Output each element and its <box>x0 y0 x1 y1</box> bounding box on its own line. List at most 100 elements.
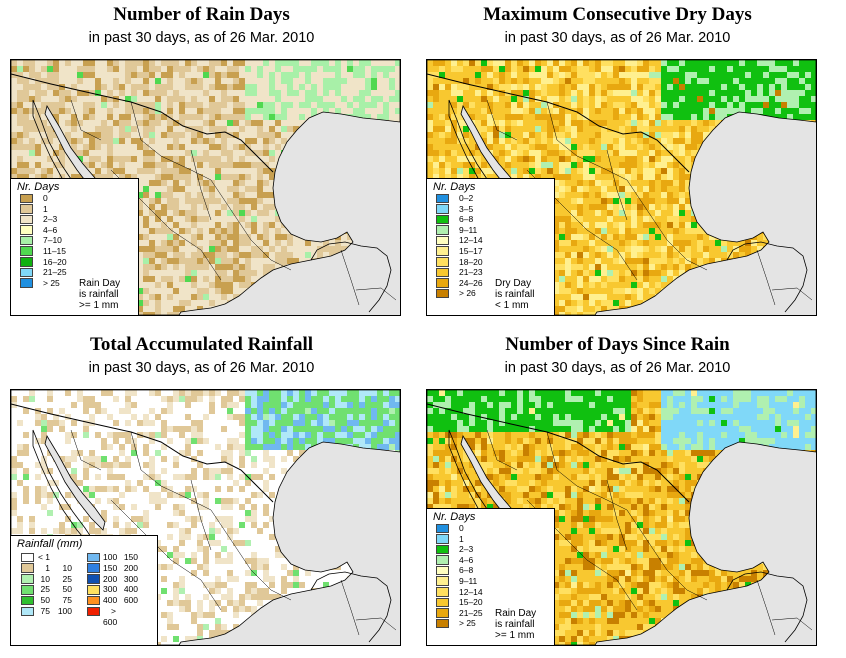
legend-swatch <box>436 235 449 246</box>
legend-note: Rain Day is rainfall >= 1 mm <box>495 608 537 641</box>
legend-item: 200 300 <box>87 574 157 585</box>
legend-label: 2–3 <box>459 544 474 555</box>
legend-label: 24–26 <box>459 277 483 288</box>
legend-item: 15–17 <box>427 246 554 257</box>
legend-note: Dry Day is rainfall < 1 mm <box>495 278 535 311</box>
legend-swatch <box>87 574 100 584</box>
legend-item: > 25 <box>11 278 138 289</box>
state-border <box>576 485 628 511</box>
panel-title: Number of Days Since Rain <box>505 334 730 355</box>
legend-swatch <box>21 584 34 595</box>
panel-title: Number of Rain Days <box>113 4 290 25</box>
legend-swatch <box>20 204 33 214</box>
legend-label: 6–8 <box>459 565 474 576</box>
state-border <box>110 499 172 561</box>
legend-swatch <box>436 246 449 257</box>
gulf-of-california <box>44 434 106 531</box>
legend-swatch <box>436 193 449 204</box>
legend-label: 7–10 <box>43 235 62 246</box>
legend-label: 1 <box>459 533 464 544</box>
legend-item: 300 400 <box>87 584 157 595</box>
legend: Nr. Days 0–2 3–5 6–8 9–11 12–14 15–17 18–20 21–… <box>427 178 555 315</box>
legend-swatch <box>20 246 33 257</box>
legend-swatch <box>436 555 449 565</box>
map-canvas <box>11 60 400 315</box>
state-border <box>756 579 776 636</box>
legend-label: 0–2 <box>459 193 474 203</box>
state-border <box>190 479 212 551</box>
legend-range-low: 50 <box>40 595 50 606</box>
legend-item: 7–10 <box>11 235 138 246</box>
state-border <box>586 229 638 281</box>
state-border <box>160 155 212 181</box>
legend-item: 1 <box>427 534 554 545</box>
map-total-rainfall: Rainfall (mm) < 1 1 10 10 25 25 50 50 75 75 100 10… <box>10 389 401 646</box>
panel-subtitle: in past 30 days, as of 26 Mar. 2010 <box>504 30 731 46</box>
legend-label: 12–14 <box>459 586 483 597</box>
legend-range-high: 600 <box>123 595 138 606</box>
legend-item: 1 10 <box>21 563 91 574</box>
legend-swatch <box>436 225 449 235</box>
legend-swatch <box>87 563 100 573</box>
legend-range-low: 10 <box>40 573 50 584</box>
legend-item: 0 <box>11 193 138 204</box>
state-border <box>70 99 102 141</box>
legend-item: 9–11 <box>427 576 554 587</box>
state-border <box>340 579 360 636</box>
legend-range-low: < 1 <box>37 552 50 562</box>
legend-swatch <box>21 563 34 573</box>
legend-item: 4–6 <box>427 555 554 566</box>
legend-item: 10 25 <box>21 574 91 585</box>
state-border <box>486 429 518 471</box>
state-border <box>606 149 628 221</box>
legend-swatch <box>21 595 34 606</box>
legend-swatch <box>436 257 449 267</box>
panel-days-since-rain: Number of Days Since Rain in past 30 day… <box>416 330 819 648</box>
legend-item: 21–25 <box>11 267 138 278</box>
map-days-since-rain: Nr. Days 0 1 2–3 4–6 6–8 9–11 12–14 15–20 21–25 >… <box>426 389 817 646</box>
legend-item: 6–8 <box>427 565 554 576</box>
legend-item: 21–23 <box>427 267 554 278</box>
legend-range-low: 25 <box>40 584 50 595</box>
panel-total-rainfall: Total Accumulated Rainfall in past 30 da… <box>0 330 403 648</box>
state-border <box>170 229 222 281</box>
state-border <box>250 239 292 271</box>
legend-range-low: 300 <box>103 584 118 595</box>
legend-swatch <box>20 214 33 225</box>
legend-item: 4–6 <box>11 225 138 236</box>
legend-swatch <box>87 584 100 595</box>
state-border <box>130 431 162 487</box>
state-border <box>546 101 578 157</box>
state-border <box>355 617 397 631</box>
state-border <box>486 99 518 141</box>
state-border <box>546 431 578 487</box>
legend-range-high: 25 <box>62 573 72 584</box>
legend-item: 3–5 <box>427 204 554 215</box>
state-border <box>170 559 222 611</box>
coastline <box>11 390 400 645</box>
national-border <box>427 403 690 503</box>
legend-swatch <box>436 597 449 608</box>
legend-swatch <box>21 606 34 617</box>
state-border <box>355 287 397 301</box>
legend-swatch <box>20 278 33 288</box>
legend-range-high: 300 <box>123 573 138 584</box>
legend-item: 15–20 <box>427 597 554 608</box>
coastline <box>427 390 816 645</box>
legend-label: > 25 <box>459 618 476 629</box>
legend-swatch <box>436 204 449 214</box>
legend-range-low: 100 <box>103 552 118 562</box>
legend-swatch <box>436 576 449 587</box>
state-border <box>666 569 708 601</box>
legend-label: 3–5 <box>459 203 474 214</box>
national-border <box>11 73 274 173</box>
legend-swatch <box>20 193 33 204</box>
legend-swatch <box>436 534 449 544</box>
legend-label: 2–3 <box>43 214 58 225</box>
legend: Nr. Days 0 1 2–3 4–6 7–10 11–15 16–20 21–25 > 25… <box>11 178 139 315</box>
legend-item: > 600 <box>87 606 157 627</box>
legend-label: 21–25 <box>43 267 67 278</box>
legend-range-high: 50 <box>62 584 72 595</box>
legend-label: 15–20 <box>459 597 483 608</box>
legend-label: > 26 <box>459 288 476 299</box>
